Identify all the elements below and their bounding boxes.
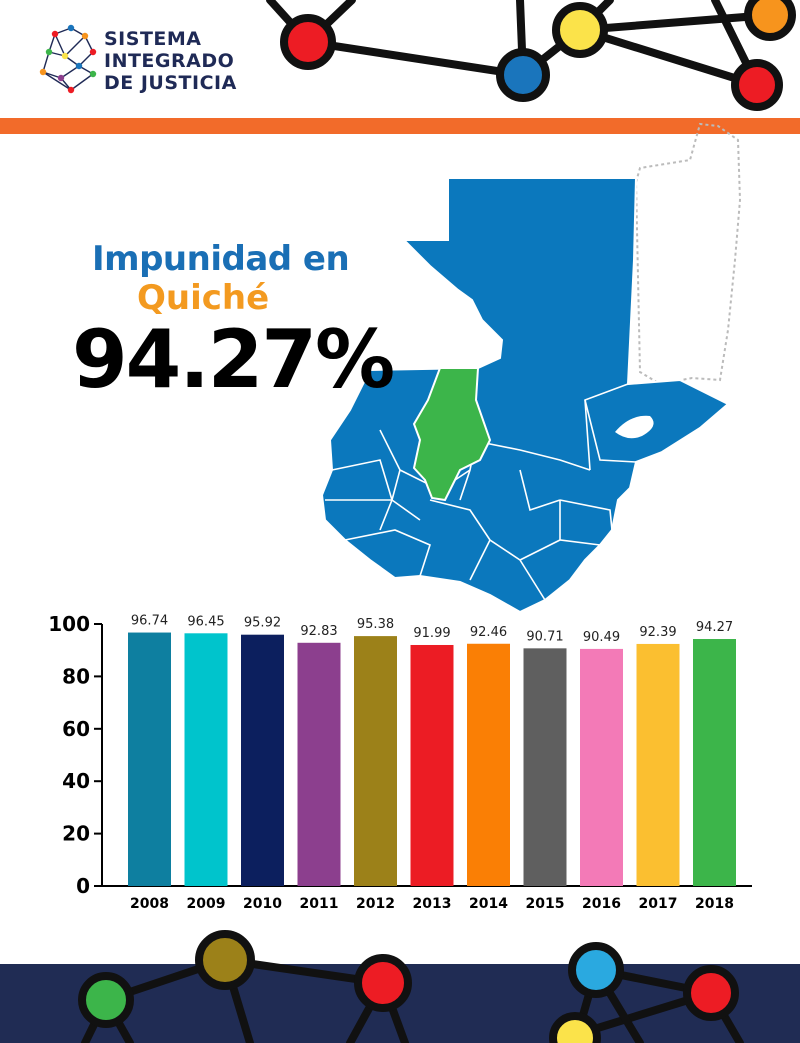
lake-shape [615,415,654,439]
bar-2017 [636,643,680,886]
bar-2010 [241,634,284,886]
category-label: 2017 [639,896,678,912]
bar-2016 [580,648,623,886]
category-label: 2018 [695,896,734,912]
value-label: 96.45 [187,614,224,629]
logo-line-1: SISTEMA [104,28,202,50]
bar-2014 [467,643,510,886]
y-tick-label: 100 [48,612,90,636]
category-label: 2011 [300,896,339,912]
network-decoration-top [266,0,796,111]
value-label: 94.27 [696,620,733,635]
headline: Impunidad en Quiché 94.27% [72,239,395,402]
logo-text: SISTEMA INTEGRADO DE JUSTICIA [104,28,237,94]
logo-line-3: DE JUSTICIA [104,72,237,94]
value-label: 96.74 [131,614,168,629]
logo-icon [39,24,97,94]
headline-line-1: Impunidad en [92,239,350,279]
quiche-department [412,367,492,502]
y-tick-label: 80 [62,664,90,688]
category-label: 2008 [130,896,169,912]
category-label: 2012 [356,896,395,912]
bar-2013 [410,644,454,886]
headline-line-2: Quiché [137,278,270,318]
value-label: 91.99 [413,626,450,641]
bar-2015 [523,648,567,886]
category-label: 2014 [469,896,508,912]
orange-divider [0,118,800,134]
belize-outline [634,122,742,386]
value-label: 92.39 [639,625,676,640]
category-label: 2016 [582,896,621,912]
value-label: 92.46 [470,625,507,640]
category-label: 2013 [413,896,452,912]
value-label: 90.71 [526,629,563,644]
y-tick-label: 60 [62,717,90,741]
value-label: 92.83 [300,624,337,639]
logo-line-2: INTEGRADO [104,50,235,72]
value-label: 95.92 [244,616,281,631]
header: SISTEMA INTEGRADO DE JUSTICIA [0,0,800,118]
bar-2011 [297,642,341,886]
impunity-bar-chart: 0 20 40 60 80 100 96.74 2008 96.45 2009 95.92 2010 9… [48,612,752,912]
category-label: 2015 [526,896,565,912]
value-label: 90.49 [583,630,620,645]
footer [0,920,800,1043]
guatemala-map [320,122,742,614]
y-tick-label: 40 [62,769,90,793]
category-label: 2010 [243,896,282,912]
value-label: 95.38 [357,617,394,632]
category-label: 2009 [187,896,226,912]
bar-2009 [184,633,228,886]
bar-2012 [354,636,397,886]
bar-2018 [693,639,736,886]
y-tick-label: 20 [62,822,90,846]
network-decoration-bottom [0,930,800,1043]
y-tick-label: 0 [76,874,90,898]
bar-2008 [128,632,171,886]
headline-value: 94.27% [72,313,395,406]
